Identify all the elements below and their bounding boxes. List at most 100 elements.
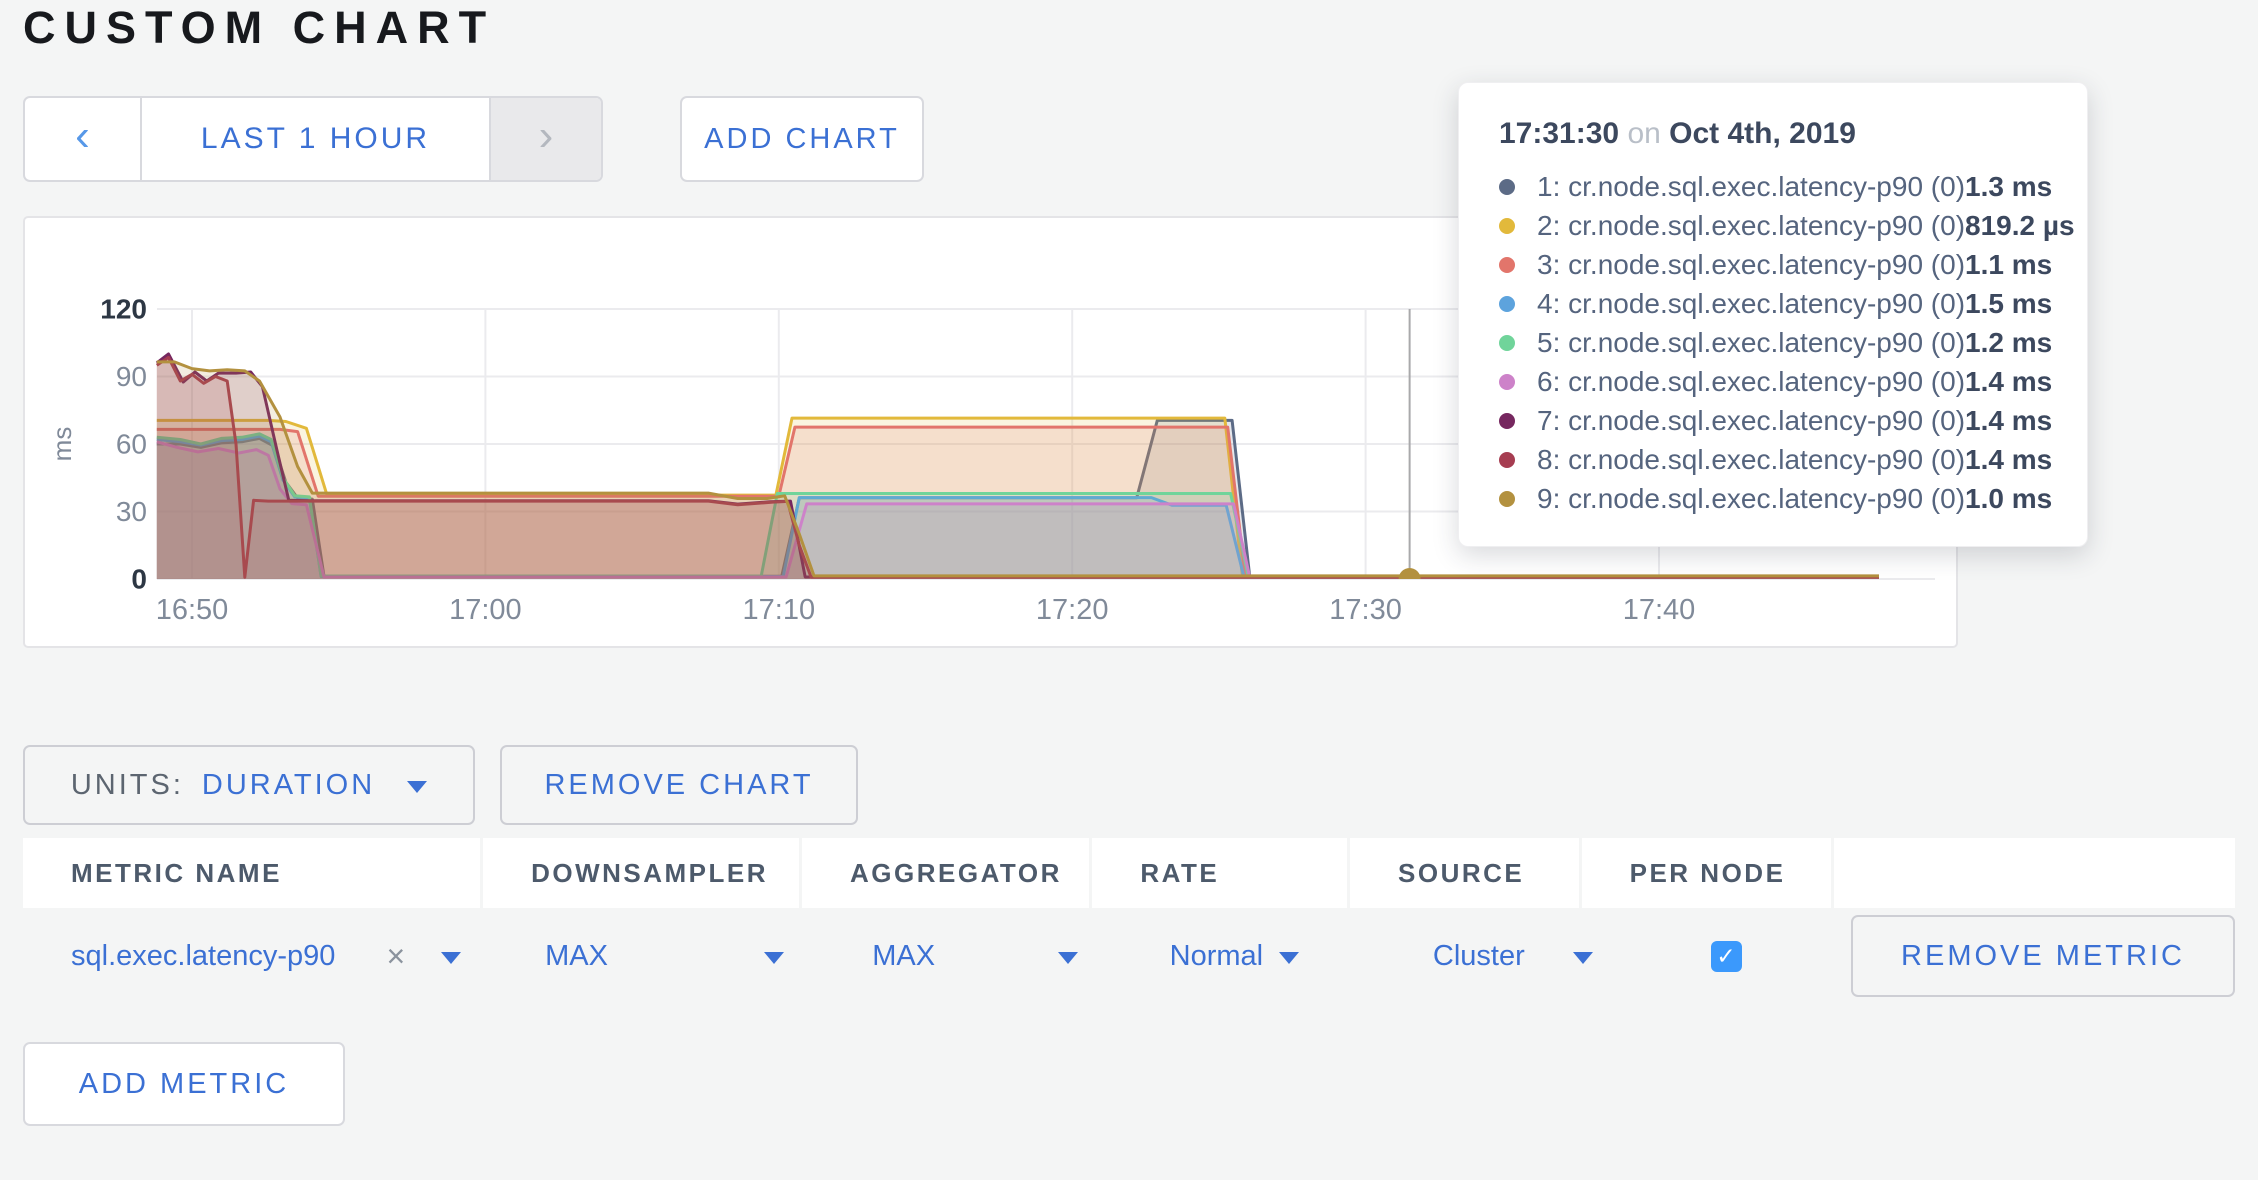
- series-line: [156, 432, 1879, 578]
- tooltip-row: 3: cr.node.sql.exec.latency-p90 (0) 1.1 m…: [1499, 245, 2052, 284]
- metric-name-cell: sql.exec.latency-p90 ×: [23, 908, 497, 1004]
- series-area: [156, 433, 1879, 579]
- series-label: 2: cr.node.sql.exec.latency-p90 (0): [1537, 209, 1966, 241]
- header-actions: [1834, 838, 2235, 908]
- chevron-down-icon: [407, 781, 428, 793]
- downsampler-cell: MAX: [497, 908, 824, 1004]
- x-tick-label: 17:20: [1036, 594, 1109, 626]
- tooltip-date: Oct 4th, 2019: [1669, 117, 1856, 150]
- y-tick-label: 30: [116, 496, 147, 527]
- tooltip-row: 8: cr.node.sql.exec.latency-p90 (0) 1.4 m…: [1499, 440, 2053, 479]
- aggregator-cell: MAX: [824, 908, 1121, 1004]
- series-label: 4: cr.node.sql.exec.latency-p90 (0): [1537, 287, 1966, 319]
- x-tick-label: 16:50: [156, 594, 229, 626]
- tooltip-row: 7: cr.node.sql.exec.latency-p90 (0) 1.4 m…: [1499, 401, 2053, 440]
- header-downsampler: DOWNSAMPLER: [483, 838, 803, 908]
- series-area: [156, 361, 1879, 579]
- tooltip-series-list: 1: cr.node.sql.exec.latency-p90 (0) 1.3 m…: [1499, 167, 2075, 518]
- remove-metric-button[interactable]: REMOVE METRIC: [1851, 915, 2235, 997]
- series-label: 9: cr.node.sql.exec.latency-p90 (0): [1537, 482, 1966, 514]
- timescale-selector: ‹ LAST 1 HOUR ›: [23, 96, 603, 182]
- series-color-dot: [1499, 256, 1515, 273]
- series-label: 8: cr.node.sql.exec.latency-p90 (0): [1537, 443, 1966, 475]
- x-tick-label: 17:30: [1329, 594, 1402, 626]
- metrics-table-header: METRIC NAME DOWNSAMPLER AGGREGATOR RATE …: [23, 838, 2235, 908]
- per-node-cell: ✓: [1621, 908, 1831, 1004]
- y-tick-label: 60: [116, 428, 147, 459]
- header-aggregator: AGGREGATOR: [802, 838, 1093, 908]
- chevron-right-icon: ›: [538, 111, 554, 160]
- y-tick-label: 0: [131, 563, 147, 594]
- units-label: UNITS:: [70, 768, 184, 801]
- aggregator-dropdown[interactable]: MAX: [872, 940, 1121, 973]
- series-value: 1.4 ms: [1965, 404, 2053, 436]
- rate-dropdown[interactable]: Normal: [1170, 940, 1385, 973]
- units-dropdown[interactable]: UNITS: DURATION: [23, 745, 475, 825]
- series-label: 1: cr.node.sql.exec.latency-p90 (0): [1537, 170, 1966, 202]
- header-rate: RATE: [1092, 838, 1351, 908]
- chart-hover-tooltip: 17:31:30 on Oct 4th, 2019 1: cr.node.sql…: [1458, 82, 2088, 547]
- metric-tools: ×: [386, 940, 497, 972]
- metric-row: sql.exec.latency-p90 × MAX MAX Normal Cl…: [23, 908, 2235, 1004]
- hover-point: [1398, 568, 1421, 579]
- source-cell: Cluster: [1385, 908, 1621, 1004]
- tooltip-row: 4: cr.node.sql.exec.latency-p90 (0) 1.5 m…: [1499, 284, 2053, 323]
- timescale-prev-button[interactable]: ‹: [25, 98, 142, 180]
- header-source: SOURCE: [1350, 838, 1582, 908]
- timescale-range-dropdown[interactable]: LAST 1 HOUR: [200, 122, 431, 155]
- source-dropdown[interactable]: Cluster: [1433, 940, 1621, 973]
- series-value: 1.4 ms: [1965, 443, 2053, 475]
- series-label: 6: cr.node.sql.exec.latency-p90 (0): [1537, 365, 1966, 397]
- series-value: 1.2 ms: [1965, 326, 2053, 358]
- latency-chart[interactable]: 0 30 60 90 120 16:50 17:00 17:10 17:20 17:30 17:40…: [25, 218, 1956, 646]
- chevron-down-icon: [1057, 952, 1078, 964]
- per-node-checkbox[interactable]: ✓: [1710, 940, 1742, 972]
- units-value: DURATION: [201, 768, 376, 801]
- aggregator-value: MAX: [872, 939, 936, 972]
- series-value: 1.3 ms: [1965, 170, 2053, 202]
- tooltip-on-word: on: [1627, 117, 1661, 150]
- x-tick-label: 17:00: [449, 594, 522, 626]
- downsampler-dropdown[interactable]: MAX: [545, 940, 824, 973]
- add-chart-button[interactable]: ADD CHART: [680, 96, 924, 182]
- series-value: 819.2 µs: [1965, 209, 2075, 241]
- series-area: [156, 357, 1879, 579]
- x-tick-label: 17:10: [743, 594, 816, 626]
- timescale-next-button[interactable]: ›: [489, 98, 601, 180]
- source-value: Cluster: [1432, 939, 1525, 972]
- chevron-down-icon[interactable]: [441, 952, 462, 964]
- chevron-left-icon: ‹: [75, 111, 90, 160]
- actions-cell: REMOVE METRIC: [1831, 908, 2235, 1004]
- series-color-dot: [1499, 451, 1515, 468]
- tooltip-row: 5: cr.node.sql.exec.latency-p90 (0) 1.2 m…: [1499, 323, 2053, 362]
- y-tick-label: 90: [116, 361, 147, 392]
- header-per-node: PER NODE: [1581, 838, 1835, 908]
- x-tick-label: 17:40: [1623, 594, 1696, 626]
- y-tick-label: 120: [100, 293, 147, 324]
- header-metric-name: METRIC NAME: [23, 838, 484, 908]
- series-color-dot: [1499, 178, 1515, 195]
- series-color-dot: [1499, 412, 1515, 429]
- series-value: 1.5 ms: [1965, 287, 2053, 319]
- clear-metric-icon[interactable]: ×: [386, 938, 406, 974]
- chevron-down-icon: [1278, 952, 1299, 964]
- series-label: 5: cr.node.sql.exec.latency-p90 (0): [1537, 326, 1966, 358]
- series-area: [156, 354, 1879, 579]
- series-area: [156, 436, 1879, 579]
- series-label: 7: cr.node.sql.exec.latency-p90 (0): [1537, 404, 1966, 436]
- chevron-down-icon: [1573, 952, 1593, 964]
- tooltip-row: 2: cr.node.sql.exec.latency-p90 (0) 819.2…: [1499, 206, 2075, 245]
- series-color-dot: [1499, 217, 1515, 234]
- series-area: [156, 441, 1879, 579]
- page-title: CUSTOM CHART: [23, 2, 496, 53]
- series-color-dot: [1499, 373, 1515, 390]
- add-metric-button[interactable]: ADD METRIC: [23, 1042, 345, 1126]
- downsampler-value: MAX: [545, 939, 608, 972]
- series-color-dot: [1499, 295, 1515, 312]
- remove-chart-button[interactable]: REMOVE CHART: [500, 745, 858, 825]
- metric-name-value[interactable]: sql.exec.latency-p90: [71, 939, 336, 972]
- series-value: 1.0 ms: [1965, 482, 2053, 514]
- series-line: [156, 440, 1879, 579]
- y-axis-unit-label: ms: [47, 427, 77, 462]
- series-color-dot: [1499, 334, 1515, 351]
